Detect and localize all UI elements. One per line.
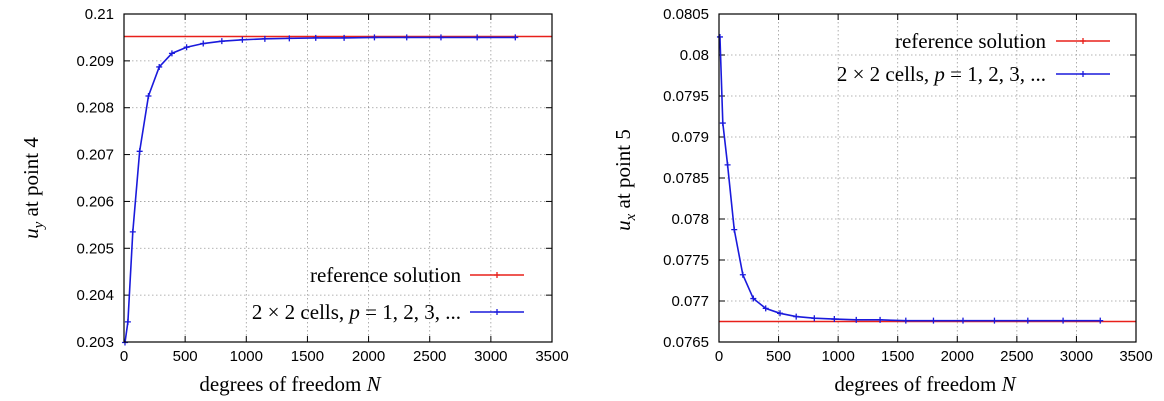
y-tick-label: 0.0775 — [663, 252, 709, 269]
y-tick-label: 0.079 — [671, 129, 709, 146]
series-point — [877, 316, 884, 323]
y-tick-label: 0.0795 — [663, 88, 709, 105]
y-tick-label: 0.077 — [671, 293, 709, 310]
series-point — [341, 34, 348, 41]
y-tick-label: 0.08 — [680, 47, 709, 64]
series-point — [286, 35, 293, 42]
series-point — [474, 34, 481, 41]
y-tick-label: 0.0785 — [663, 170, 709, 187]
series-line — [124, 36, 516, 343]
legend-label-series: 2 × 2 cells, p = 1, 2, 3, ... — [252, 300, 461, 324]
series-point — [930, 317, 937, 324]
series-point — [716, 33, 723, 40]
series-point — [811, 315, 818, 322]
x-tick-label: 0 — [120, 348, 128, 365]
series-point — [793, 313, 800, 320]
y-tick-label: 0.204 — [76, 287, 114, 304]
legend-label-series: 2 × 2 cells, p = 1, 2, 3, ... — [837, 62, 1046, 86]
series-point — [183, 44, 190, 51]
series-point — [129, 228, 136, 235]
plot-area — [121, 34, 552, 346]
x-tick-label: 2000 — [352, 348, 385, 365]
x-tick-label: 500 — [766, 348, 791, 365]
x-tick-label: 3000 — [474, 348, 507, 365]
x-tick-label: 3500 — [1119, 348, 1152, 365]
series-point — [777, 310, 784, 317]
series-point — [960, 317, 967, 324]
grid-lines — [124, 14, 552, 342]
legend-marker-reference — [494, 272, 500, 278]
series-point — [124, 318, 131, 325]
y-tick-label: 0.208 — [76, 100, 114, 117]
x-tick-label: 500 — [173, 348, 198, 365]
series-point — [437, 34, 444, 41]
y-axis-label: ux at point 5 — [611, 129, 639, 231]
series-point — [1024, 317, 1031, 324]
series-point — [403, 34, 410, 41]
y-tick-label: 0.0765 — [663, 334, 709, 351]
x-tick-label: 1000 — [821, 348, 854, 365]
series-point — [261, 35, 268, 42]
legend-marker-series — [1080, 71, 1086, 77]
y-tick-label: 0.21 — [85, 6, 114, 23]
x-axis-label: degrees of freedom N — [834, 372, 1016, 396]
legend: reference solution 2 × 2 cells, p = 1, 2… — [837, 29, 1110, 86]
series-point — [853, 316, 860, 323]
series-point — [145, 93, 152, 99]
x-tick-label: 3500 — [535, 348, 568, 365]
series-point — [312, 34, 319, 41]
legend-label-reference: reference solution — [895, 29, 1047, 53]
legend-marker-series — [494, 309, 500, 315]
x-tick-label: 1500 — [291, 348, 324, 365]
series-point — [724, 161, 731, 168]
series-line — [719, 36, 1101, 322]
series-point — [1097, 317, 1104, 324]
x-tick-label: 1500 — [881, 348, 914, 365]
legend: reference solution 2 × 2 cells, p = 1, 2… — [252, 263, 524, 324]
legend-marker-reference — [1080, 38, 1086, 44]
y-tick-label: 0.207 — [76, 147, 114, 164]
y-tick-label: 0.205 — [76, 240, 114, 257]
series-point — [991, 317, 998, 324]
tick-labels: 0 500 1000 1500 2000 2500 3000 3500 0.0765 0.077 0… — [663, 6, 1153, 365]
y-tick-label: 0.206 — [76, 193, 114, 210]
grid-lines — [719, 14, 1136, 342]
y-tick-label: 0.0805 — [663, 6, 709, 23]
legend-label-reference: reference solution — [310, 263, 462, 287]
series-point — [1060, 317, 1067, 324]
series-point — [762, 305, 769, 312]
series-point — [831, 316, 838, 323]
series-point — [168, 50, 175, 57]
chart-uy-point4: 0 500 1000 1500 2000 2500 3000 3500 0.203 0.204 0.… — [19, 6, 569, 396]
plot-frame — [123, 13, 553, 343]
x-tick-label: 2500 — [1000, 348, 1033, 365]
tick-labels: 0 500 1000 1500 2000 2500 3000 3500 0.203 0.204 0.… — [76, 6, 568, 365]
plot-area — [716, 33, 1136, 324]
x-tick-label: 1000 — [230, 348, 263, 365]
series-point — [902, 317, 909, 324]
series-point — [750, 295, 757, 302]
chart-ux-point5: 0 500 1000 1500 2000 2500 3000 3500 0.0765 0.077 0… — [611, 6, 1153, 396]
series-point — [512, 34, 519, 41]
y-tick-label: 0.203 — [76, 334, 114, 351]
x-axis-label: degrees of freedom N — [199, 372, 381, 396]
series-point — [156, 63, 163, 70]
series-point — [239, 36, 246, 43]
series-point — [731, 226, 738, 233]
series-point — [739, 271, 746, 278]
series-point — [200, 40, 207, 47]
y-tick-label: 0.209 — [76, 53, 114, 70]
series-point — [218, 38, 225, 45]
series-point — [371, 34, 378, 41]
y-tick-label: 0.078 — [671, 211, 709, 228]
x-tick-label: 2000 — [941, 348, 974, 365]
x-tick-label: 2500 — [413, 348, 446, 365]
series-point — [719, 120, 726, 127]
x-tick-label: 3000 — [1060, 348, 1093, 365]
x-tick-label: 0 — [715, 348, 723, 365]
series-point — [136, 148, 143, 155]
plot-frame — [718, 13, 1137, 343]
y-axis-label: uy at point 4 — [19, 137, 47, 239]
